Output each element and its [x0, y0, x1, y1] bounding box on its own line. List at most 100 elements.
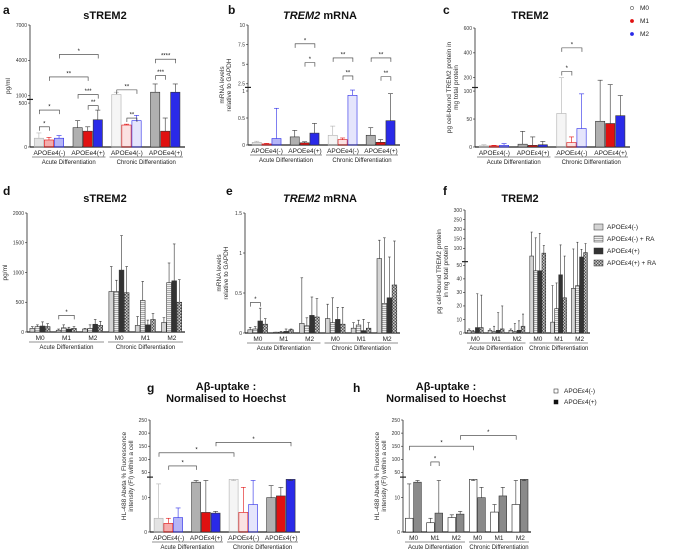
supergroup-label: Acute Differentiation — [42, 160, 96, 166]
y-tick-label: 1000 — [13, 270, 24, 276]
y-axis-label: mRNA levels — [216, 254, 223, 292]
bar — [579, 256, 584, 334]
y-tick-label: 10 — [141, 495, 147, 501]
bar — [381, 303, 387, 334]
bar — [247, 329, 253, 334]
x-group-label: M0 — [331, 336, 340, 343]
bar — [285, 479, 296, 533]
y-tick-label: 0.5 — [235, 291, 242, 297]
bar — [533, 270, 538, 334]
x-group-label: APOEe4(-) — [251, 148, 283, 155]
bar — [82, 130, 93, 148]
bar — [471, 331, 476, 334]
bar — [447, 517, 456, 533]
bar — [385, 120, 396, 146]
significance-bracket — [49, 76, 89, 81]
panel-c: c TREM2 pg cell-bound TREM2 protein in mg t… — [443, 3, 649, 166]
significance-bracket — [77, 94, 99, 99]
y-tick-label: 0.5 — [238, 116, 245, 122]
bar — [121, 124, 132, 148]
significance-bracket — [87, 105, 99, 110]
significance-bracket — [39, 126, 50, 131]
bar — [248, 504, 258, 533]
significance-label: * — [252, 437, 255, 443]
x-group-label: APOEε4(+) — [517, 150, 550, 157]
panel-g: g Aβ-uptake :Normalised to Hoechst HL-488 … — [121, 381, 300, 551]
significance-label: * — [566, 66, 569, 72]
chart-title-text: Aβ-uptake : — [196, 381, 257, 393]
bar — [376, 258, 382, 334]
x-group-label: APOEe4(-) — [33, 150, 65, 157]
y-axis-label: pg cell-bound TREM2 protein — [436, 229, 443, 314]
y-tick-label: 100 — [464, 89, 473, 95]
y-axis-label: intensity (FI) within a cell — [128, 440, 135, 512]
bar — [92, 119, 103, 148]
legend-marker-icon — [630, 19, 634, 23]
legend-label: M1 — [640, 18, 649, 25]
bar — [176, 301, 182, 333]
y-tick-label: 300 — [454, 208, 463, 214]
bar — [556, 113, 567, 148]
significance-bracket — [304, 62, 316, 67]
bar — [605, 123, 616, 148]
panel-f: f TREM2 pg cell-bound TREM2 protein in mg t… — [436, 184, 657, 352]
bar — [309, 315, 315, 334]
y-tick-label: 50 — [141, 470, 147, 476]
x-group-label: APOEε4(-) — [153, 535, 184, 542]
bar — [283, 331, 289, 334]
bar — [554, 308, 559, 334]
bar — [426, 522, 435, 533]
y-tick-label: 10 — [394, 495, 400, 501]
chart-title-italic: TREM2 — [283, 10, 320, 22]
bar — [347, 95, 358, 146]
significance-label: * — [195, 447, 198, 453]
y-tick-label: 600 — [464, 26, 473, 32]
y-tick-label: 50 — [466, 117, 472, 123]
panel-label: f — [443, 184, 448, 198]
significance-label: ** — [130, 113, 135, 119]
bar — [150, 319, 156, 333]
bar — [131, 120, 142, 148]
bar — [82, 328, 88, 333]
bar — [490, 511, 499, 533]
significance-bracket — [58, 315, 75, 320]
chart-title-text: mRNA — [320, 193, 357, 205]
x-group-label: APOEe4(+) — [364, 148, 397, 155]
significance-bracket — [460, 435, 517, 440]
y-tick-label: 200 — [464, 76, 473, 82]
bar — [595, 120, 606, 148]
panel-label: h — [353, 381, 360, 395]
significance-bracket — [158, 452, 235, 457]
bar — [309, 132, 320, 146]
bar — [355, 324, 362, 334]
bar — [55, 329, 62, 333]
bar — [228, 479, 239, 533]
supergroup-label: Chronic Differentiation — [116, 345, 175, 351]
bar — [201, 512, 211, 533]
x-group-label: M1 — [430, 535, 439, 542]
panel-label: c — [443, 3, 450, 17]
bar — [360, 330, 367, 334]
x-group-label: M1 — [62, 335, 71, 342]
bar — [562, 297, 567, 334]
significance-label: * — [434, 456, 437, 462]
significance-label: * — [254, 297, 257, 303]
bar — [529, 255, 534, 334]
supergroup-label: Acute Differentiation — [469, 346, 523, 352]
y-tick-label: 150 — [392, 444, 401, 450]
legend-marker-icon — [553, 399, 559, 405]
significance-bracket — [168, 465, 197, 470]
supergroup-label: Acute Differentiation — [259, 158, 313, 164]
significance-bracket — [116, 89, 138, 94]
bar — [34, 326, 41, 333]
bar — [575, 285, 580, 334]
bar — [299, 323, 305, 334]
bar — [558, 274, 563, 334]
bar — [576, 128, 587, 148]
y-tick-label: 150 — [454, 237, 463, 243]
bar — [304, 325, 310, 334]
bar — [537, 144, 548, 148]
y-axis-label: relative to GAPDH — [223, 246, 230, 299]
bar — [499, 145, 509, 148]
